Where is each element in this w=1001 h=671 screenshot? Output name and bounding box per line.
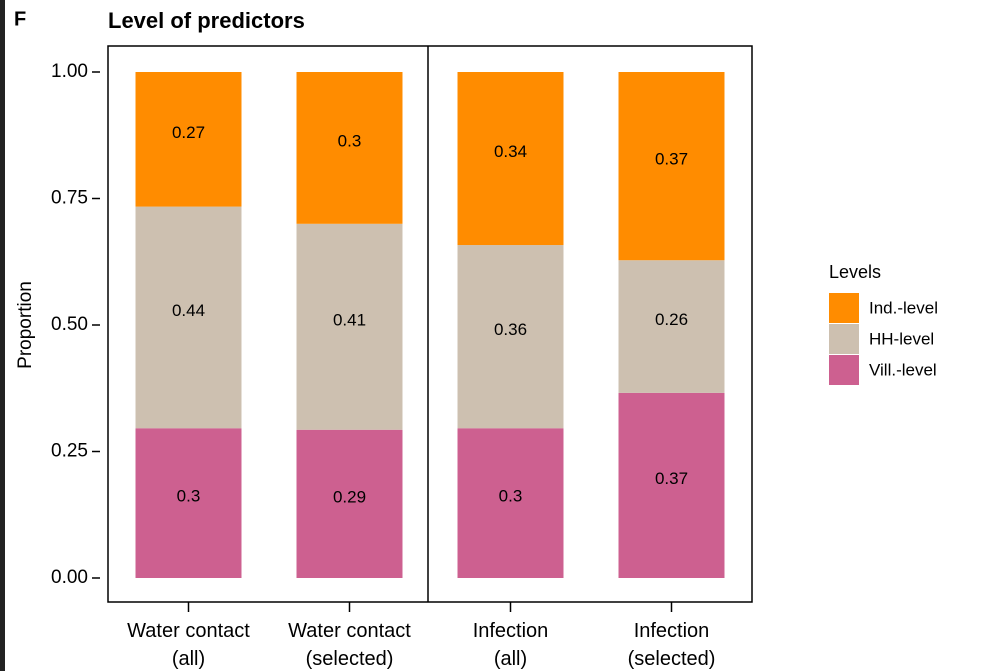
x-tick-label: Infection (all) [472,620,549,670]
legend-label: HH-level [869,329,934,348]
data-label: 0.27 [172,123,205,142]
data-label: 0.3 [499,487,523,506]
y-tick-label: 0.50 [51,314,88,335]
bar-segment [296,72,403,224]
bar-segment [457,245,564,429]
legend-swatch [829,293,859,323]
legend-label: Ind.-level [869,298,938,317]
x-tick-label: Infection (selected) [627,620,716,670]
panel-label: F [14,8,26,30]
data-label: 0.3 [338,131,362,150]
legend-title: Levels [829,262,881,282]
bar-segment [457,72,564,246]
bar-segment [296,429,403,578]
bar-segment [457,428,564,578]
data-label: 0.36 [494,320,527,339]
data-label: 0.44 [172,301,205,320]
data-label: 0.37 [655,150,688,169]
bar-segment [618,392,725,578]
plot-frame [107,45,753,603]
x-tick-label: Water contact (all) [127,620,250,670]
x-tick-label: Water contact (selected) [288,620,411,670]
legend-swatch [829,324,859,354]
data-label: 0.26 [655,310,688,329]
legend-label: Vill.-level [869,360,937,379]
data-label: 0.29 [333,487,366,506]
bar-segment [296,223,403,430]
bar-segment [135,72,242,207]
y-axis-label: Proportion [15,281,36,369]
data-label: 0.41 [333,310,366,329]
data-label: 0.37 [655,469,688,488]
bar-segment [618,260,725,393]
bar-segment [135,428,242,578]
data-label: 0.34 [494,142,527,161]
data-label: 0.3 [177,487,201,506]
legend-swatch [829,355,859,385]
y-tick-label: 0.00 [51,567,88,588]
edge [0,0,5,671]
y-tick-label: 0.75 [51,188,88,209]
bar-segment [135,206,242,429]
bar-segment [618,72,725,261]
y-tick-label: 1.00 [51,61,88,82]
y-tick-label: 0.25 [51,441,88,462]
chart-title: Level of predictors [108,8,305,33]
